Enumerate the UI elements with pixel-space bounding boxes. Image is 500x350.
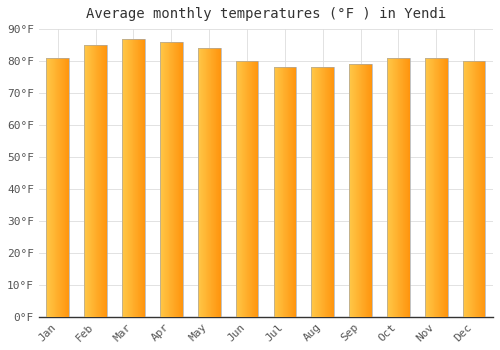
Bar bbox=[312, 68, 334, 317]
Bar bbox=[46, 58, 69, 317]
Bar bbox=[425, 58, 448, 317]
Bar bbox=[387, 58, 410, 317]
Bar bbox=[274, 68, 296, 317]
Bar bbox=[463, 61, 485, 317]
Bar bbox=[160, 42, 182, 317]
Title: Average monthly temperatures (°F ) in Yendi: Average monthly temperatures (°F ) in Ye… bbox=[86, 7, 446, 21]
Bar bbox=[84, 45, 107, 317]
Bar bbox=[236, 61, 258, 317]
Bar bbox=[122, 38, 145, 317]
Bar bbox=[349, 64, 372, 317]
Bar bbox=[198, 48, 220, 317]
